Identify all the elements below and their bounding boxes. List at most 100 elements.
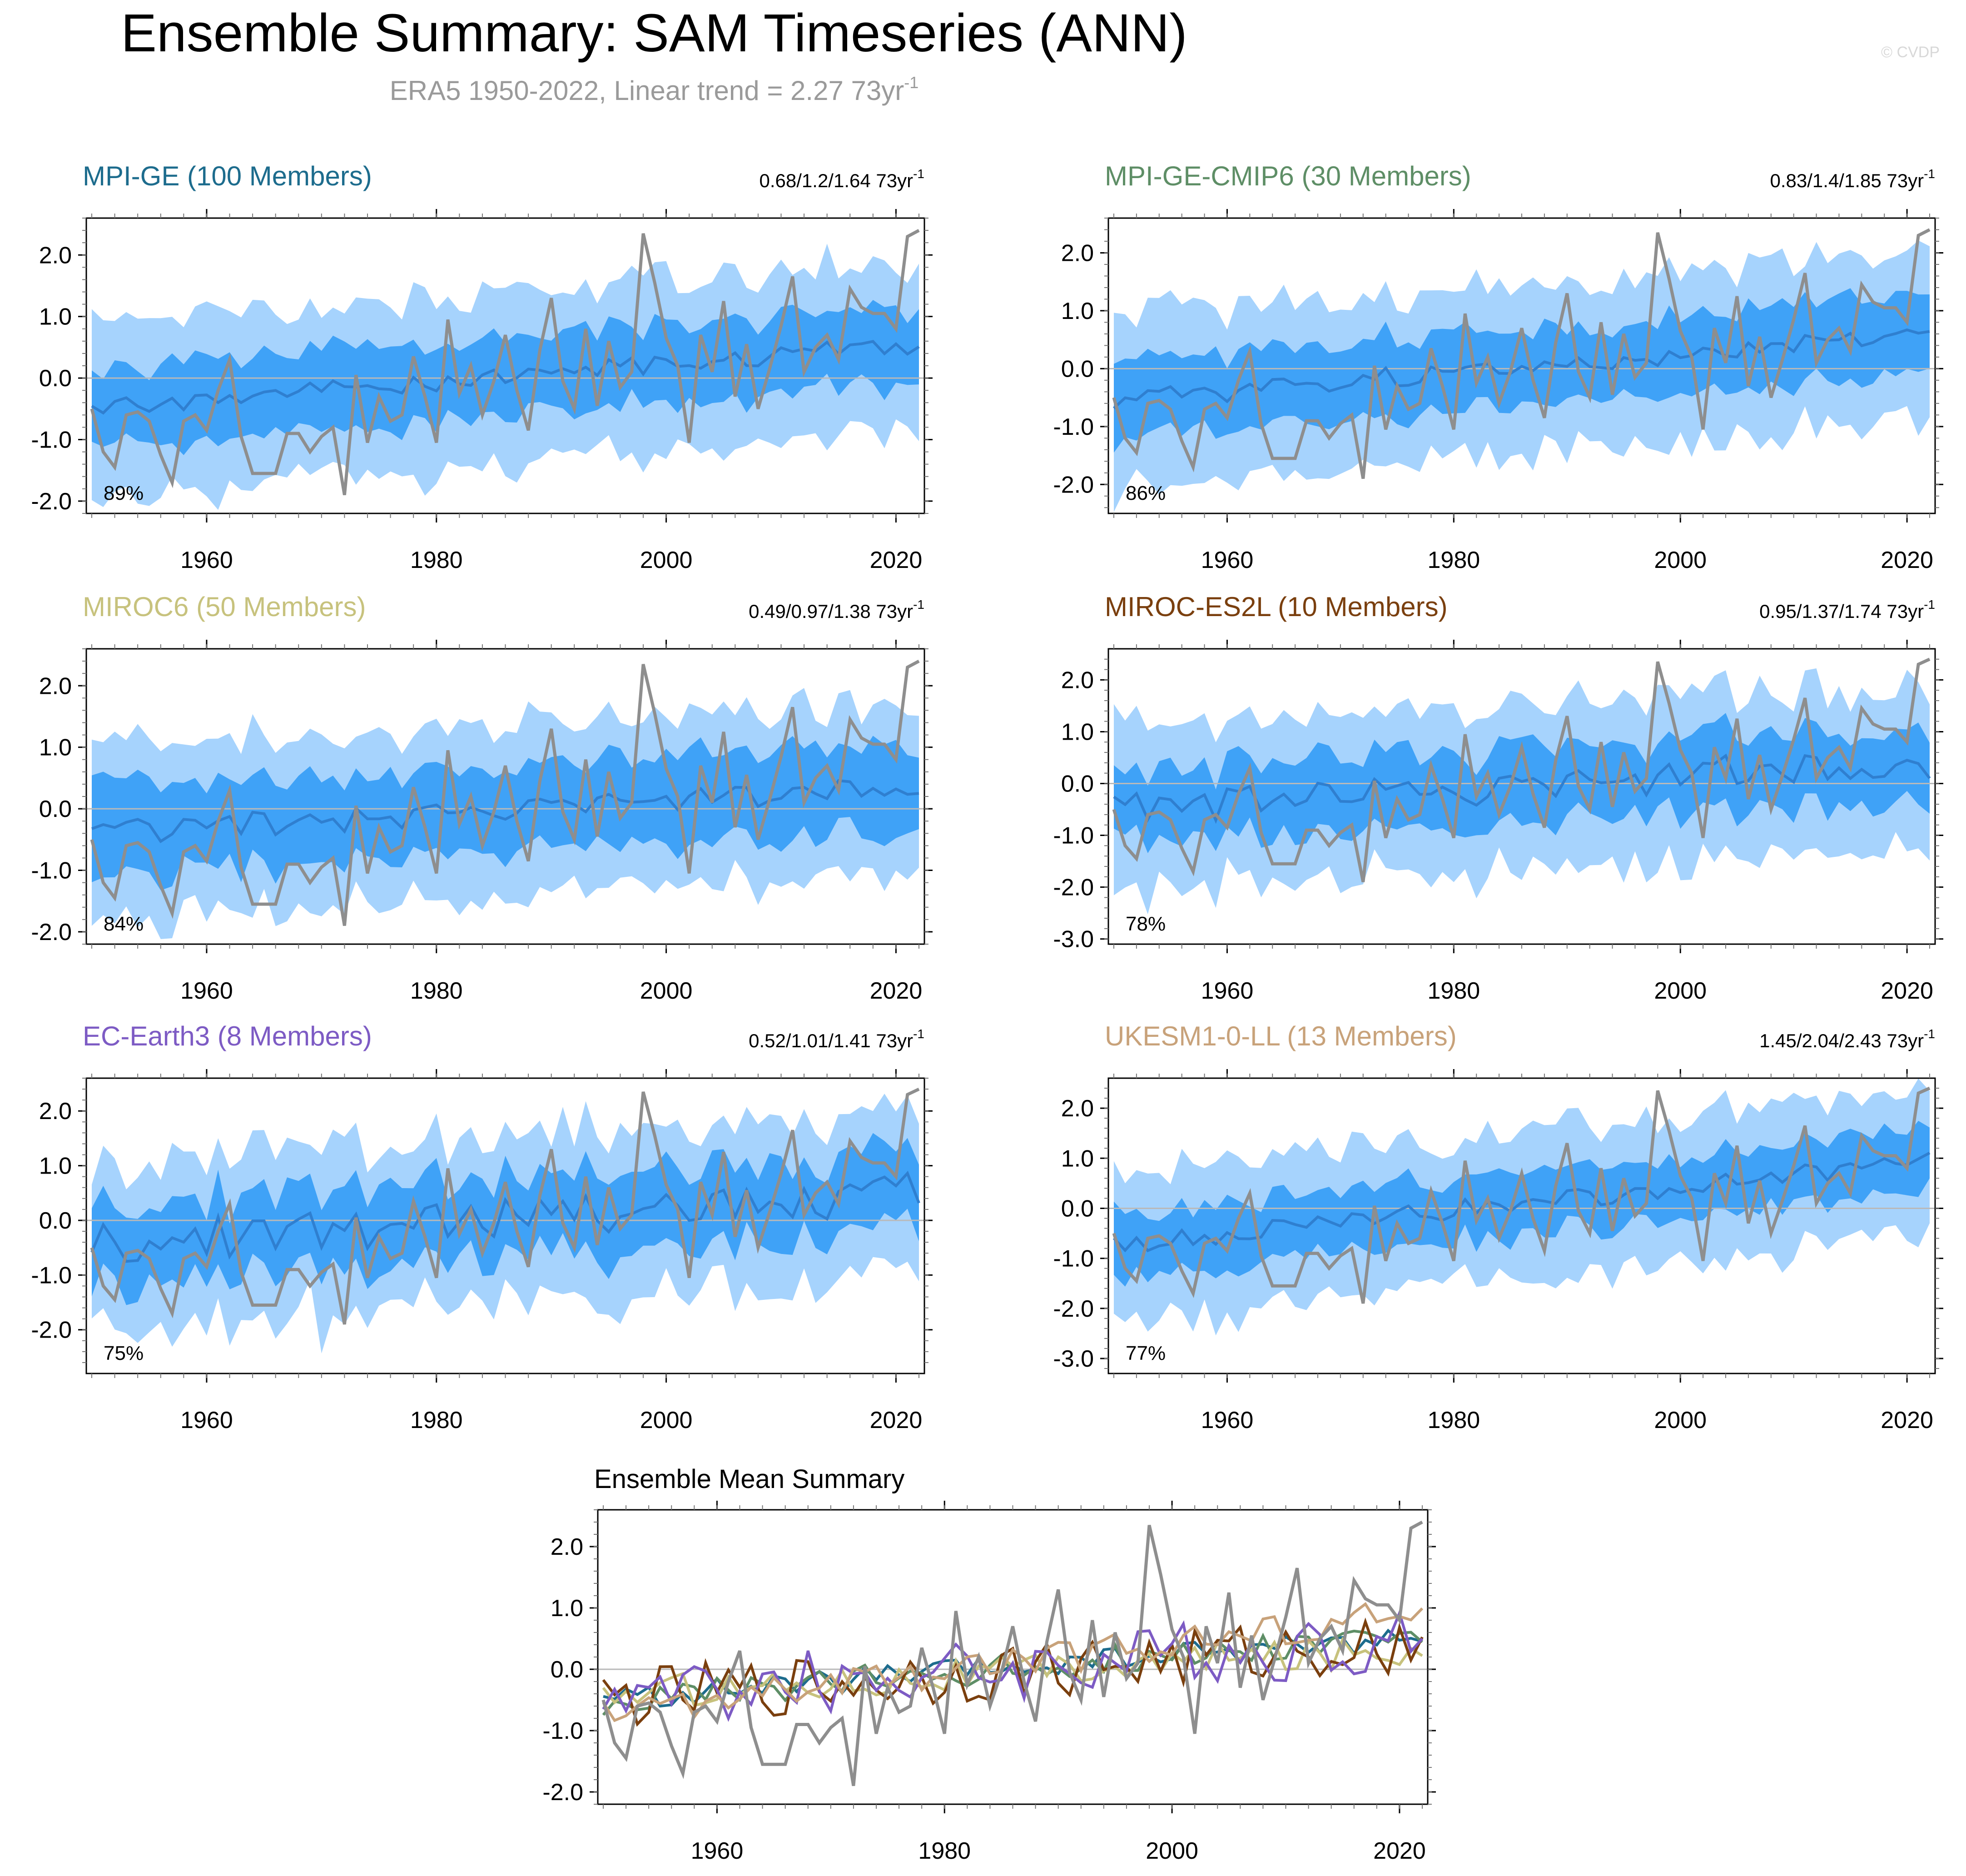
trend-text-main: 0.52/1.01/1.41 73yr: [749, 1030, 913, 1051]
y-tick-label: 0.0: [39, 1208, 72, 1234]
chart-panel: -2.0 -1.0 0.0 1.0 2.0 1960 1980 2000 2020 MIROC6 …: [31, 592, 933, 1004]
spread-inner-band: [1114, 288, 1930, 453]
y-tick-label: -1.0: [1053, 1246, 1094, 1272]
x-tick-label: 1960: [1201, 978, 1254, 1004]
ensemble-mean-line: [1113, 753, 1931, 824]
x-tick-label: 2000: [640, 978, 693, 1004]
observed-series-line: [1112, 228, 1931, 479]
panel-title: MIROC6 (50 Members): [83, 592, 366, 622]
observed-series-line: [1112, 1086, 1931, 1304]
y-tick-label: -2.0: [31, 488, 72, 515]
x-tick-label: 1980: [410, 978, 463, 1004]
percent-label: 89%: [104, 482, 144, 504]
x-tick-label: 2020: [1881, 978, 1933, 1004]
plot-area: [86, 660, 924, 939]
ensemble-mean-line: [91, 340, 920, 415]
y-tick-label: -2.0: [1053, 875, 1094, 901]
x-tick-label: 2000: [1654, 1407, 1707, 1433]
plot-area: [598, 1520, 1428, 1786]
chart-panel: -2.0 -1.0 0.0 1.0 2.0 1960 1980 2000 2020 MPI-GE-…: [1053, 161, 1943, 573]
y-tick-label: 1.0: [1061, 719, 1094, 745]
x-tick-label: 2020: [870, 978, 923, 1004]
observed-series-line: [601, 1520, 1423, 1786]
trend-text-sup: -1: [1924, 167, 1935, 181]
x-tick-label: 1980: [410, 1407, 463, 1433]
y-tick-label: -1.0: [542, 1718, 583, 1744]
percent-label: 84%: [104, 913, 144, 935]
panel-title: EC-Earth3 (8 Members): [83, 1021, 372, 1051]
x-tick-label: 1980: [918, 1838, 971, 1864]
y-tick-label: 0.0: [1061, 771, 1094, 797]
trend-text: 0.95/1.37/1.74 73yr-1: [1759, 597, 1935, 622]
trend-text: 0.68/1.2/1.64 73yr-1: [760, 167, 925, 191]
observed-series-line: [90, 1087, 920, 1325]
observed-series-line: [90, 229, 920, 495]
x-tick-label: 2020: [1373, 1838, 1426, 1864]
y-tick-label: 2.0: [39, 673, 72, 699]
y-tick-label: 2.0: [39, 1098, 72, 1125]
y-tick-label: 2.0: [39, 242, 72, 269]
x-tick-label: 2000: [640, 547, 693, 573]
panel-title: MPI-GE (100 Members): [83, 161, 372, 191]
trend-text-main: 0.95/1.37/1.74 73yr: [1759, 601, 1924, 622]
y-tick-label: 0.0: [39, 796, 72, 822]
trend-text: 0.83/1.4/1.85 73yr-1: [1770, 167, 1936, 191]
trend-text-sup: -1: [1924, 597, 1935, 612]
plot-area: [1108, 228, 1935, 512]
trend-text: 0.52/1.01/1.41 73yr-1: [749, 1027, 924, 1051]
y-tick-label: -2.0: [1053, 1296, 1094, 1322]
y-tick-label: 0.0: [39, 365, 72, 392]
x-tick-label: 2000: [640, 1407, 693, 1433]
x-tick-label: 1960: [691, 1838, 744, 1864]
trend-text: 1.45/2.04/2.43 73yr-1: [1759, 1027, 1935, 1051]
x-tick-label: 2000: [1654, 978, 1707, 1004]
y-tick-label: -2.0: [542, 1779, 583, 1806]
y-tick-label: 2.0: [1061, 667, 1094, 693]
x-tick-label: 1960: [1201, 1407, 1254, 1433]
chart-panel: -2.0 -1.0 0.0 1.0 2.0 1960 1980 2000 2020 Ensembl…: [542, 1464, 1436, 1864]
y-tick-label: 1.0: [551, 1595, 583, 1622]
y-tick-label: -1.0: [31, 427, 72, 453]
y-tick-label: -2.0: [31, 919, 72, 945]
y-tick-label: 2.0: [551, 1534, 583, 1560]
observed-series-line: [90, 660, 920, 926]
x-tick-label: 2020: [870, 1407, 923, 1433]
figure-subtitle: ERA5 1950-2022, Linear trend = 2.27 73yr…: [390, 73, 918, 106]
watermark: © CVDP: [1881, 44, 1940, 61]
y-tick-label: -2.0: [1053, 472, 1094, 498]
percent-label: 77%: [1126, 1342, 1166, 1364]
y-tick-label: 1.0: [39, 735, 72, 761]
observed-series-line: [1112, 657, 1931, 882]
ensemble-mean-series-line: [602, 1602, 1424, 1722]
y-tick-label: 1.0: [39, 1153, 72, 1179]
panel-title: MPI-GE-CMIP6 (30 Members): [1105, 161, 1471, 191]
y-tick-label: 0.0: [551, 1657, 583, 1683]
x-tick-label: 2020: [1881, 1407, 1933, 1433]
trend-text-sup: -1: [1924, 1027, 1935, 1041]
y-tick-label: -1.0: [1053, 823, 1094, 849]
percent-label: 86%: [1126, 482, 1166, 504]
trend-text-main: 0.49/0.97/1.38 73yr: [749, 601, 913, 622]
percent-label: 75%: [104, 1342, 144, 1364]
panel-title: Ensemble Mean Summary: [594, 1464, 904, 1494]
chart-panel: -2.0 -1.0 0.0 1.0 2.0 1960 1980 2000 2020 MPI-GE …: [31, 161, 933, 573]
plot-area: [86, 1087, 924, 1354]
x-tick-label: 1980: [1427, 547, 1480, 573]
figure-title: Ensemble Summary: SAM Timeseries (ANN): [121, 3, 1187, 63]
x-tick-label: 1980: [1427, 1407, 1480, 1433]
y-tick-label: 0.0: [1061, 1195, 1094, 1222]
chart-panel: -3.0 -2.0 -1.0 0.0 1.0 2.0 1960 1980 2000 2020 UKE…: [1053, 1021, 1943, 1433]
trend-text-sup: -1: [913, 167, 924, 181]
chart-panel: -3.0 -2.0 -1.0 0.0 1.0 2.0 1960 1980 2000 2020 MIR…: [1053, 592, 1943, 1004]
y-tick-label: -1.0: [31, 858, 72, 884]
x-tick-label: 2020: [1881, 547, 1933, 573]
trend-text-main: 1.45/2.04/2.43 73yr: [1759, 1030, 1924, 1051]
chart-panel: -2.0 -1.0 0.0 1.0 2.0 1960 1980 2000 2020 EC-Eart…: [31, 1021, 933, 1433]
x-tick-label: 1960: [1201, 547, 1254, 573]
ensemble-mean-line: [1112, 328, 1930, 409]
trend-text-main: 0.83/1.4/1.85 73yr: [1770, 170, 1924, 191]
y-tick-label: 1.0: [39, 304, 72, 330]
trend-text-sup: -1: [913, 597, 924, 612]
plot-area: [86, 229, 924, 510]
trend-text: 0.49/0.97/1.38 73yr-1: [749, 597, 924, 622]
